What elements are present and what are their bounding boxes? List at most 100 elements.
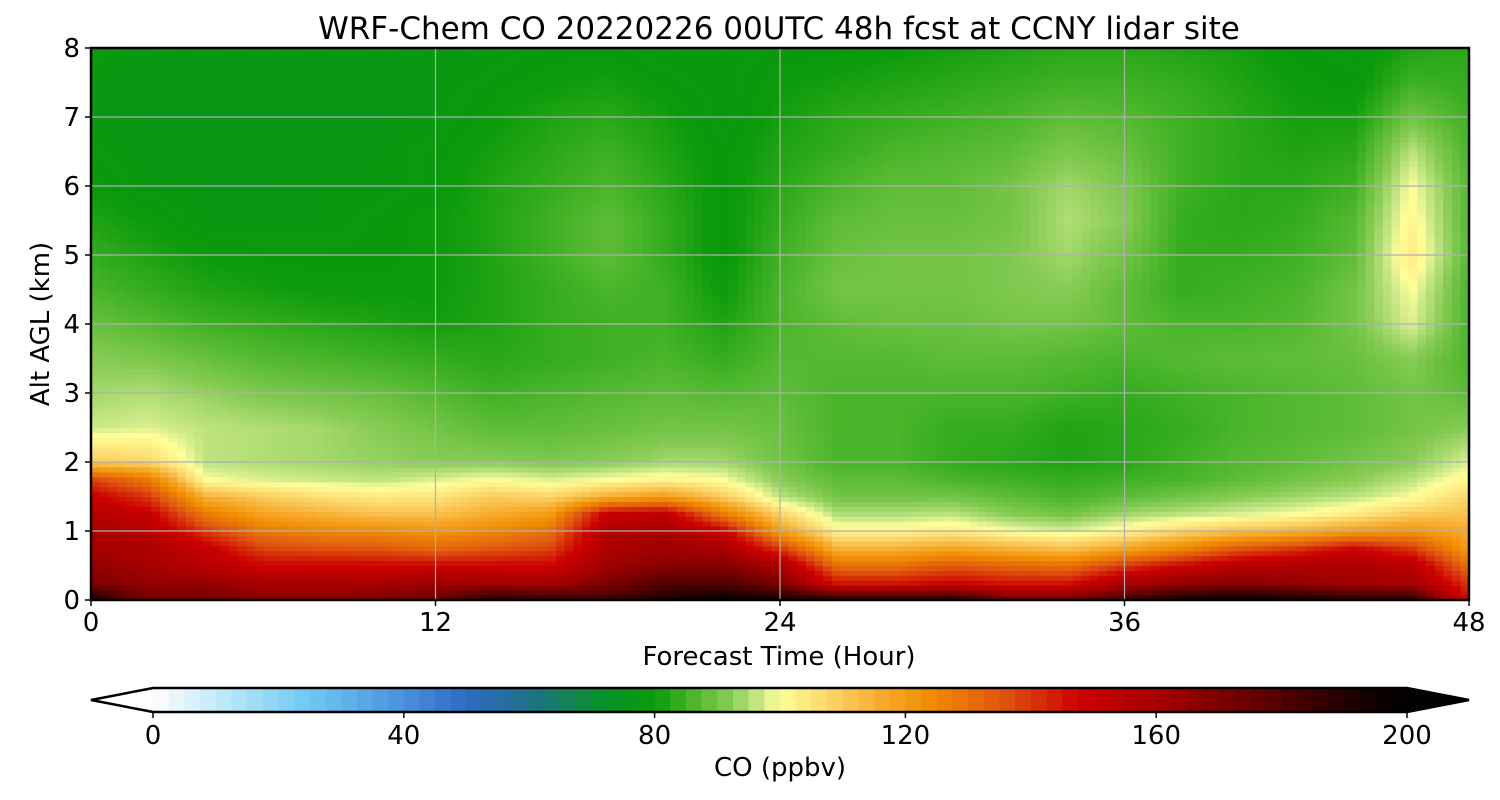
heatmap-cell xyxy=(693,545,704,552)
heatmap-cell xyxy=(1072,462,1083,468)
heatmap-cell xyxy=(1227,476,1238,483)
heatmap-cell xyxy=(1184,526,1194,532)
heatmap-cell xyxy=(220,575,230,581)
heatmap-cell xyxy=(521,585,531,591)
heatmap-cell xyxy=(125,501,135,507)
heatmap-cell xyxy=(1417,521,1427,527)
heatmap-cell xyxy=(883,481,893,488)
heatmap-cell xyxy=(297,452,307,458)
heatmap-cell xyxy=(874,476,884,483)
heatmap-cell xyxy=(91,550,101,557)
heatmap-cell xyxy=(711,452,721,458)
heatmap-cell xyxy=(1081,570,1091,576)
heatmap-cell xyxy=(349,476,359,483)
heatmap-cell xyxy=(547,501,557,507)
heatmap-cell xyxy=(917,466,928,473)
heatmap-cell xyxy=(693,457,704,463)
heatmap-cell xyxy=(1055,511,1065,517)
heatmap-cell xyxy=(874,575,884,581)
heatmap-cell xyxy=(349,457,359,463)
heatmap-cell xyxy=(246,496,256,503)
heatmap-cell xyxy=(142,511,152,517)
heatmap-cell xyxy=(323,540,333,547)
heatmap-cell xyxy=(125,471,135,478)
heatmap-cell xyxy=(185,590,195,596)
heatmap-cell xyxy=(788,526,798,532)
heatmap-cell xyxy=(349,516,359,522)
heatmap-cell xyxy=(332,545,342,552)
heatmap-cell xyxy=(1262,590,1272,596)
heatmap-cell xyxy=(521,521,531,527)
heatmap-cell xyxy=(444,531,454,537)
heatmap-cell xyxy=(366,486,376,493)
heatmap-cell xyxy=(538,526,549,532)
heatmap-cell xyxy=(943,506,953,512)
heatmap-cell xyxy=(1029,545,1039,552)
heatmap-cell xyxy=(676,595,686,600)
heatmap-cell xyxy=(599,457,609,463)
heatmap-cell xyxy=(1158,575,1169,581)
heatmap-cell xyxy=(306,496,316,503)
heatmap-cell xyxy=(1331,521,1341,527)
heatmap-cell xyxy=(151,511,161,517)
heatmap-cell xyxy=(831,595,841,600)
heatmap-cell xyxy=(168,550,178,557)
heatmap-cell xyxy=(418,565,428,572)
heatmap-cell xyxy=(495,491,505,498)
heatmap-cell xyxy=(134,466,144,473)
heatmap-cell xyxy=(668,506,678,512)
heatmap-cell xyxy=(960,575,971,581)
heatmap-cell xyxy=(711,585,721,591)
heatmap-cell xyxy=(194,486,204,493)
heatmap-cell xyxy=(1400,540,1410,547)
heatmap-cell xyxy=(1227,560,1238,567)
heatmap-cell xyxy=(1279,452,1289,458)
heatmap-cell xyxy=(857,555,867,562)
heatmap-cell xyxy=(1400,550,1410,557)
heatmap-cell xyxy=(1021,511,1031,517)
heatmap-cell xyxy=(745,471,755,478)
heatmap-cell xyxy=(142,540,152,547)
heatmap-cell xyxy=(1072,476,1083,483)
heatmap-cell xyxy=(228,442,239,448)
heatmap-cell xyxy=(246,590,256,596)
heatmap-cell xyxy=(375,457,385,463)
heatmap-cell xyxy=(1236,457,1246,463)
heatmap-cell xyxy=(693,466,704,473)
heatmap-cell xyxy=(194,555,204,562)
heatmap-cell xyxy=(1184,535,1194,542)
heatmap-cell xyxy=(590,595,600,600)
heatmap-cell xyxy=(495,575,505,581)
heatmap-cell xyxy=(909,486,919,493)
heatmap-cell xyxy=(220,442,230,448)
heatmap-cell xyxy=(1322,550,1332,557)
heatmap-cell xyxy=(693,486,704,493)
heatmap-cell xyxy=(314,590,325,596)
heatmap-cell xyxy=(1124,565,1134,572)
heatmap-cell xyxy=(960,481,971,488)
heatmap-cell xyxy=(271,526,282,532)
heatmap-cell xyxy=(469,447,480,453)
heatmap-cell xyxy=(866,575,876,581)
heatmap-cell xyxy=(435,511,445,517)
heatmap-cell xyxy=(263,491,273,498)
heatmap-cell xyxy=(426,521,437,527)
heatmap-cell xyxy=(986,545,996,552)
heatmap-cell xyxy=(1029,501,1039,507)
heatmap-cell xyxy=(624,590,635,596)
heatmap-cell xyxy=(340,585,350,591)
heatmap-cell xyxy=(1167,565,1177,572)
heatmap-cell xyxy=(995,506,1005,512)
heatmap-cell xyxy=(254,570,264,576)
heatmap-cell xyxy=(986,462,996,468)
heatmap-cell xyxy=(538,531,549,537)
heatmap-cell xyxy=(263,570,273,576)
heatmap-cell xyxy=(1331,595,1341,600)
heatmap-cell xyxy=(935,452,945,458)
heatmap-cell xyxy=(874,506,884,512)
heatmap-cell xyxy=(159,457,170,463)
heatmap-cell xyxy=(297,471,307,478)
heatmap-cell xyxy=(151,452,161,458)
heatmap-cell xyxy=(314,531,325,537)
heatmap-cell xyxy=(521,595,531,600)
